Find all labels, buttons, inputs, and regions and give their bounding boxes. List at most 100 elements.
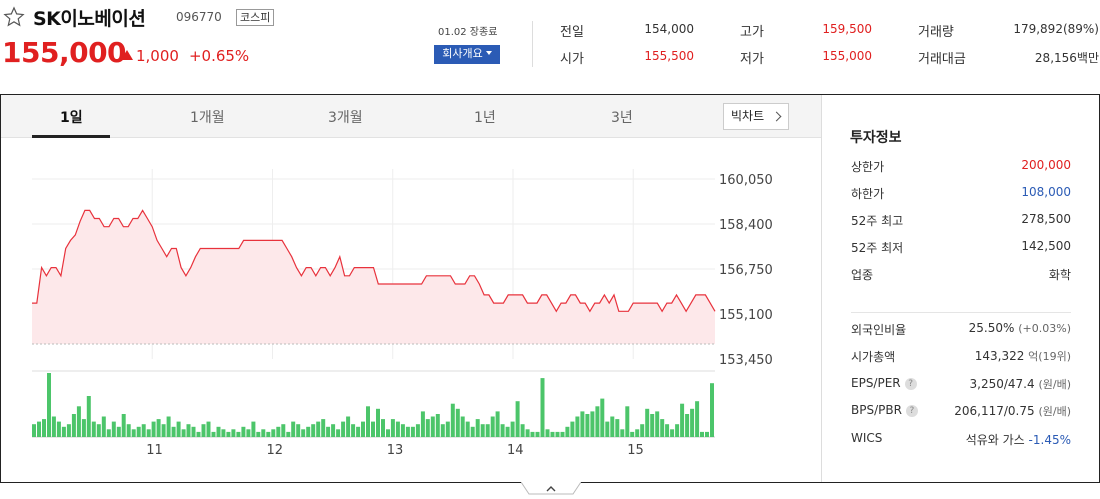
volume-bar bbox=[530, 431, 535, 437]
volume-bar bbox=[186, 424, 191, 437]
volume-bar bbox=[266, 431, 271, 437]
volume-bar bbox=[316, 421, 321, 437]
info-row-mcap: 시가총액 143,322 억(19위) bbox=[851, 348, 1071, 368]
quote-value-high: 159,500 bbox=[822, 22, 872, 36]
collapse-toggle[interactable] bbox=[521, 482, 581, 496]
volume-bar bbox=[311, 424, 316, 437]
quote-label-open: 시가 bbox=[560, 52, 584, 67]
change-percent: +0.65% bbox=[188, 47, 250, 65]
volume-bar bbox=[410, 426, 415, 437]
company-overview-label: 회사개요 bbox=[442, 48, 483, 60]
volume-bar bbox=[540, 378, 545, 437]
volume-bar bbox=[181, 429, 186, 437]
volume-bar bbox=[386, 429, 390, 437]
volume-bar bbox=[570, 421, 575, 437]
info-row-eps: EPS/PER? 3,250/47.4 (원/배) bbox=[851, 376, 1071, 396]
volume-bar bbox=[455, 408, 460, 437]
info-label: 상한가 bbox=[851, 160, 885, 174]
volume-bar bbox=[121, 414, 126, 437]
volume-bar bbox=[400, 424, 405, 437]
tab-1day[interactable]: 1일 bbox=[60, 110, 83, 126]
volume-bar bbox=[96, 424, 101, 437]
volume-bar bbox=[291, 421, 296, 437]
volume-bar bbox=[271, 429, 276, 437]
volume-bar bbox=[166, 416, 171, 437]
volume-bar bbox=[440, 424, 445, 437]
stock-code: 096770 bbox=[176, 10, 222, 24]
help-icon[interactable]: ? bbox=[904, 378, 917, 390]
volume-bar bbox=[361, 421, 365, 437]
tab-3year[interactable]: 3년 bbox=[611, 110, 633, 126]
info-row-wics: WICS 석유와 가스 -1.45% bbox=[851, 431, 1071, 451]
volume-bar bbox=[505, 426, 510, 437]
stock-header: SK이노베이션 096770 코스피 155,000 1,000 +0.65% 0… bbox=[0, 0, 1100, 90]
quote-label-prev: 전일 bbox=[560, 25, 584, 40]
tab-1month[interactable]: 1개월 bbox=[190, 110, 225, 126]
bigchart-button[interactable]: 빅차트 bbox=[723, 103, 789, 130]
volume-bar bbox=[346, 416, 351, 437]
volume-bar bbox=[37, 421, 41, 437]
bps-pbr: 206,117/0.75 bbox=[954, 404, 1035, 418]
volume-bar bbox=[390, 419, 395, 437]
volume-bar bbox=[430, 416, 435, 437]
info-label-wrap: BPS/PBR? bbox=[851, 403, 918, 417]
up-triangle-icon bbox=[121, 50, 133, 60]
bps-unit: (원/배) bbox=[1038, 405, 1071, 418]
volume-bar bbox=[161, 424, 166, 437]
volume-bar bbox=[176, 421, 181, 437]
wics-sector[interactable]: 석유와 가스 bbox=[965, 433, 1025, 447]
x-tick-label: 11 bbox=[146, 443, 163, 458]
volume-bar bbox=[535, 431, 540, 437]
volume-bar bbox=[545, 429, 550, 437]
company-overview-button[interactable]: 회사개요 bbox=[434, 45, 500, 64]
quote-value-amount: 28,156백만 bbox=[1034, 51, 1099, 65]
info-value: 142,500 bbox=[1021, 239, 1071, 253]
wics-change: -1.45% bbox=[1028, 433, 1071, 447]
info-label: 외국인비율 bbox=[851, 323, 907, 337]
volume-bar bbox=[61, 426, 66, 437]
current-price: 155,000 bbox=[2, 36, 127, 69]
tab-3month[interactable]: 3개월 bbox=[328, 110, 363, 126]
tab-1year[interactable]: 1년 bbox=[474, 110, 496, 126]
volume-bar bbox=[201, 424, 206, 437]
volume-bar bbox=[376, 408, 380, 437]
volume-bar bbox=[126, 424, 131, 437]
volume-bar bbox=[366, 406, 370, 437]
info-row: 52주 최저 142,500 bbox=[851, 239, 1071, 259]
volume-bar bbox=[296, 424, 301, 437]
volume-bar bbox=[111, 421, 116, 437]
volume-bar bbox=[91, 421, 96, 437]
volume-bar bbox=[450, 403, 455, 437]
volume-bar bbox=[276, 426, 281, 437]
header-divider bbox=[532, 21, 533, 67]
volume-bar bbox=[685, 414, 690, 437]
volume-bar bbox=[615, 419, 620, 437]
info-value: 143,322 억(19위) bbox=[975, 348, 1071, 364]
volume-bar bbox=[460, 416, 465, 437]
volume-bar bbox=[560, 431, 565, 437]
info-value: 206,117/0.75 (원/배) bbox=[954, 403, 1071, 419]
volume-bar bbox=[381, 419, 385, 437]
volume-bar bbox=[625, 406, 630, 437]
volume-bar bbox=[700, 431, 704, 437]
y-tick-label: 156,750 bbox=[719, 263, 773, 278]
volume-bar bbox=[71, 414, 76, 437]
star-icon[interactable] bbox=[3, 6, 25, 28]
volume-bar bbox=[86, 396, 91, 437]
market-status: 01.02 장종료 bbox=[438, 27, 498, 38]
quote-value-open: 155,500 bbox=[644, 49, 694, 63]
info-value[interactable]: 화학 bbox=[1048, 268, 1071, 282]
volume-bar bbox=[236, 431, 241, 437]
volume-bar bbox=[620, 429, 625, 437]
quote-label-low: 저가 bbox=[740, 52, 764, 67]
info-label: 하한가 bbox=[851, 187, 885, 201]
info-row: 52주 최고 278,500 bbox=[851, 212, 1071, 232]
x-tick-label: 14 bbox=[507, 443, 524, 458]
info-value: 108,000 bbox=[1021, 185, 1071, 199]
volume-bar bbox=[306, 426, 311, 437]
volume-bar bbox=[356, 426, 361, 437]
x-tick-label: 12 bbox=[266, 443, 283, 458]
y-tick-label: 158,400 bbox=[719, 218, 773, 233]
help-icon[interactable]: ? bbox=[905, 405, 918, 417]
volume-bar bbox=[256, 431, 261, 437]
